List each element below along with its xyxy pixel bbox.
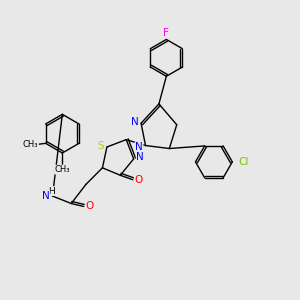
Text: CH₃: CH₃ [55,165,70,174]
Text: N: N [135,142,143,152]
Text: S: S [97,140,104,151]
Text: N: N [42,191,50,201]
Text: O: O [85,202,94,212]
Text: N: N [131,117,138,127]
Text: N: N [136,152,144,162]
Text: F: F [164,28,169,38]
Text: H: H [48,187,54,196]
Text: O: O [135,175,143,185]
Text: CH₃: CH₃ [23,140,38,149]
Text: Cl: Cl [238,157,249,167]
